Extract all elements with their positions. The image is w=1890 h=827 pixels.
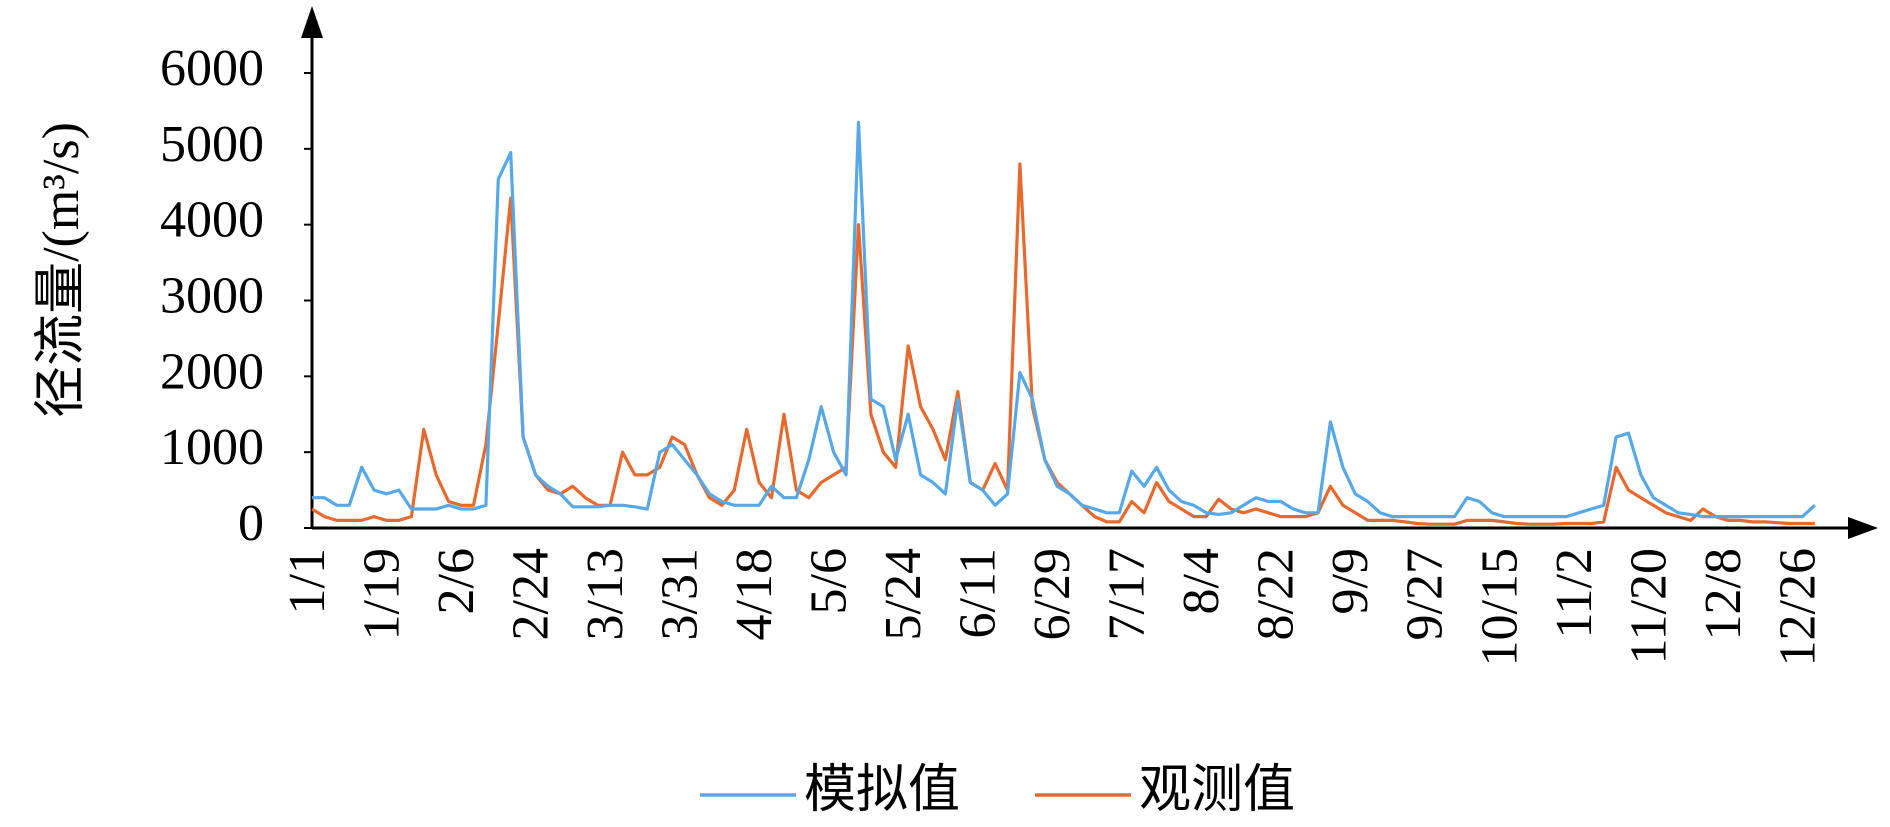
y-axis-arrow [301,6,323,38]
y-tick-label: 4000 [160,192,264,249]
x-tick-label: 9/9 [1322,548,1379,614]
x-tick-label: 2/24 [502,548,559,640]
y-tick-label: 1000 [160,419,264,476]
legend-label: 模拟值 [804,762,960,819]
x-tick-label: 8/4 [1173,548,1230,614]
y-axis-title: 径流量/(m³/s) [33,122,90,418]
x-tick-label: 3/31 [652,548,709,640]
y-tick-label: 6000 [160,40,264,97]
x-tick-label: 9/27 [1397,548,1454,640]
x-tick-label: 4/18 [726,548,783,640]
x-tick-label: 2/6 [428,548,485,614]
x-tick-label: 10/15 [1471,548,1528,666]
y-tick-label: 3000 [160,267,264,324]
x-tick-label: 5/24 [875,548,932,640]
x-tick-label: 12/26 [1769,548,1826,666]
x-tick-label: 11/2 [1546,548,1603,639]
x-tick-label: 6/29 [1024,548,1081,640]
y-tick-label: 2000 [160,343,264,400]
x-axis-arrow [1848,517,1878,539]
series-line [312,120,1816,519]
x-tick-label: 12/8 [1695,548,1752,640]
x-tick-label: 1/19 [353,548,410,640]
x-tick-label: 5/6 [801,548,858,614]
x-tick-label: 8/22 [1248,548,1305,640]
legend: 模拟值 观测值 [700,762,1295,819]
y-tick-label: 5000 [160,116,264,173]
series-line [311,162,1815,526]
x-tick-label: 3/13 [577,548,634,640]
x-tick-label: 11/20 [1620,548,1677,665]
x-tick-label: 6/11 [950,548,1007,639]
legend-label: 观测值 [1139,762,1295,819]
x-tick-label: 1/1 [279,548,336,614]
x-tick-label: 7/17 [1099,548,1156,640]
y-tick-label: 0 [238,495,264,552]
